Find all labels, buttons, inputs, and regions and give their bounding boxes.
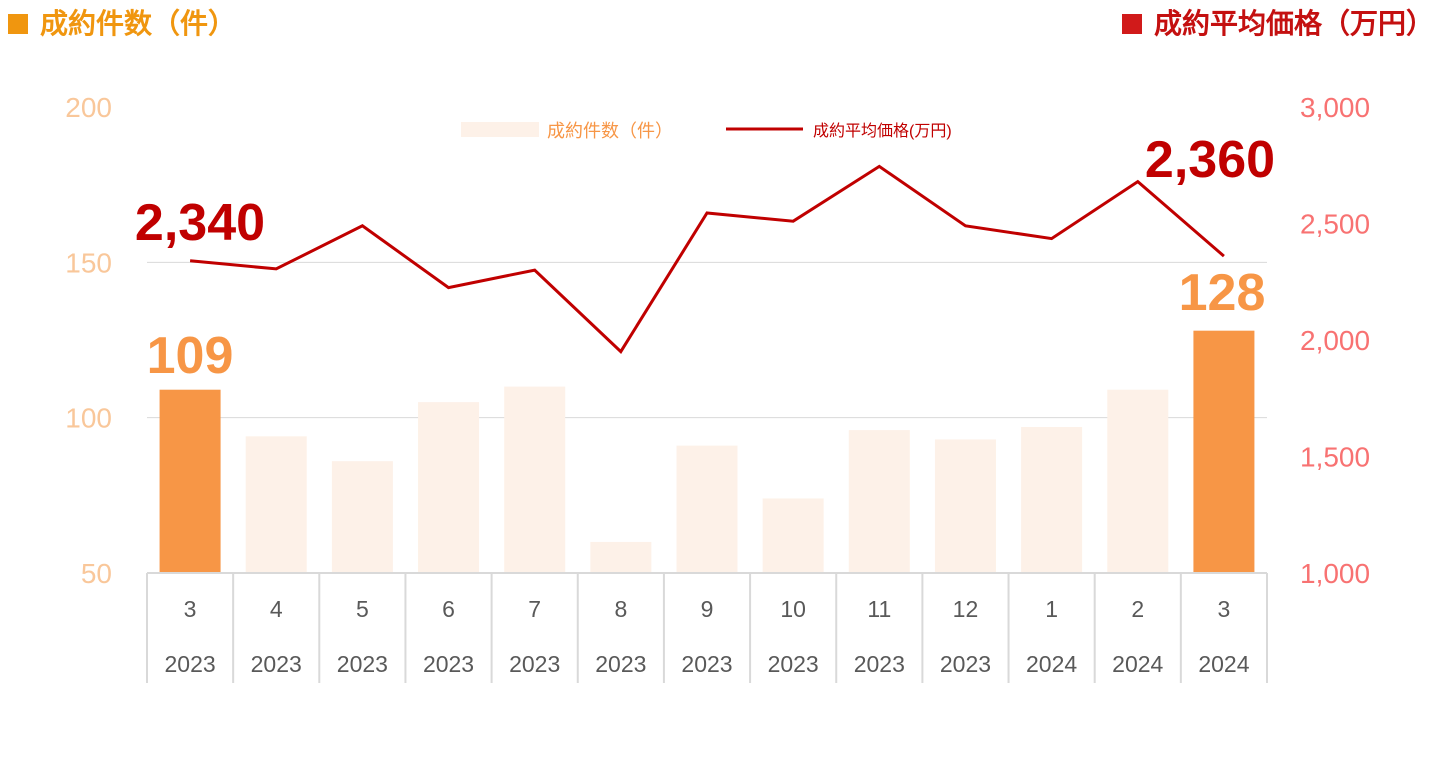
left-tick-label: 100 [65,403,112,434]
left-tick-label: 50 [81,558,112,589]
x-tick-year: 2023 [509,651,560,677]
x-tick-month: 7 [528,596,541,622]
price-line [189,164,1225,354]
right-axis-title-text: 成約平均価格（万円） [1153,7,1434,40]
x-tick-month: 6 [442,596,455,622]
x-tick-year: 2023 [681,651,732,677]
bar [1193,330,1255,573]
x-tick-month: 11 [867,596,891,622]
gridlines [147,261,1267,419]
data-labels: 109 128 2,340 2,360 [135,131,1275,385]
legend: 成約件数（件） 成約平均価格(万円) [461,121,952,141]
x-tick-month: 1 [1045,596,1058,622]
bar [762,498,824,573]
axes: 50 100 150 200 1,000 1,500 2,000 2,500 3,000 3 202… [65,92,1370,683]
right-title-square-icon [1121,14,1142,34]
legend-bar-label: 成約件数（件） [547,121,673,141]
data-label: 109 [147,327,234,385]
x-tick-year: 2023 [164,651,215,677]
x-tick-month: 4 [270,596,283,622]
x-tick-year: 2023 [423,651,474,677]
bar [504,386,566,573]
x-tick-month: 3 [1218,596,1231,622]
data-label: 128 [1179,264,1266,322]
x-tick-month: 10 [780,596,806,622]
right-axis-title: 成約平均価格（万円） [1121,4,1434,44]
left-tick-label: 150 [65,247,112,278]
x-tick-year: 2024 [1026,651,1077,677]
bar [676,445,738,573]
bar [590,541,652,573]
bar [245,436,307,573]
bar [418,402,480,573]
right-tick-label: 2,500 [1300,209,1370,240]
x-tick-month: 12 [953,596,979,622]
x-tick-year: 2023 [940,651,991,677]
data-label: 2,340 [135,194,265,252]
bar-series [159,330,1255,573]
bar [1021,426,1083,573]
legend-line-label: 成約平均価格(万円) [813,122,952,140]
legend-bar-swatch [461,122,539,137]
left-axis-title: 成約件数（件） [8,4,236,44]
x-tick-year: 2023 [251,651,302,677]
x-tick-month: 2 [1131,596,1144,622]
bar [934,439,996,573]
right-tick-label: 1,000 [1300,558,1370,589]
x-tick-month: 3 [184,596,197,622]
right-tick-label: 1,500 [1300,442,1370,473]
x-tick-month: 9 [701,596,714,622]
right-tick-label: 3,000 [1300,92,1370,123]
bar [1107,389,1169,573]
x-tick-month: 8 [614,596,627,622]
left-title-square-icon [8,14,28,34]
x-tick-year: 2023 [337,651,388,677]
bar [159,389,221,573]
data-label: 2,360 [1145,131,1275,189]
x-tick-year: 2023 [854,651,905,677]
x-tick-year: 2023 [595,651,646,677]
line-series [189,164,1225,354]
left-tick-label: 200 [65,92,112,123]
x-tick-year: 2024 [1112,651,1163,677]
x-tick-year: 2023 [768,651,819,677]
bar [848,430,910,573]
x-tick-year: 2024 [1198,651,1249,677]
x-tick-month: 5 [356,596,369,622]
right-tick-label: 2,000 [1300,325,1370,356]
bar [331,461,393,573]
left-axis-title-text: 成約件数（件） [40,7,237,40]
